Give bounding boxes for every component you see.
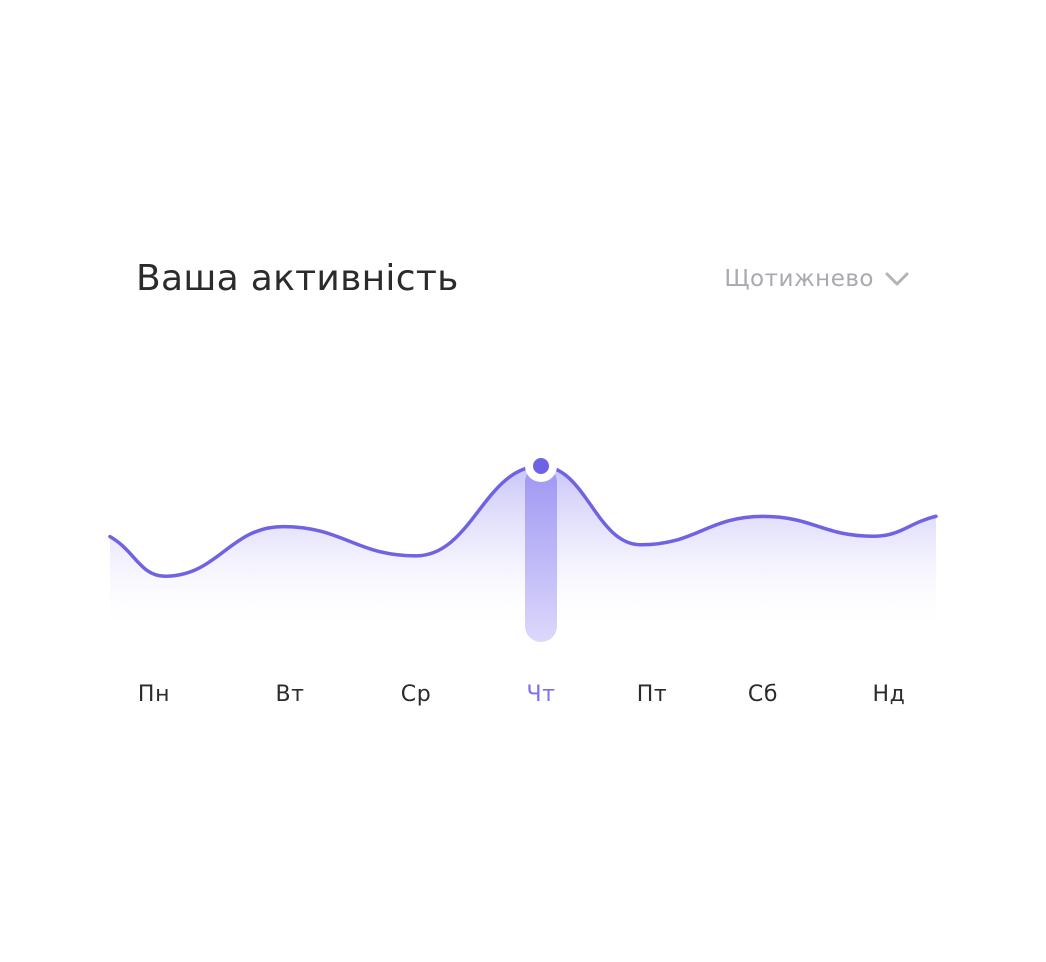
data-point-Нд[interactable] — [865, 528, 881, 544]
selected-day-highlight-bar[interactable] — [525, 466, 557, 642]
selected-data-point[interactable] — [533, 458, 549, 475]
day-label-Ср[interactable]: Ср — [401, 682, 432, 707]
day-label-Сб[interactable]: Сб — [748, 682, 778, 707]
day-label-Вт[interactable]: Вт — [275, 682, 304, 707]
data-point-Пт[interactable] — [633, 537, 649, 553]
day-label-Пн[interactable]: Пн — [138, 682, 170, 707]
data-point-Вт[interactable] — [275, 519, 291, 535]
page-title: Ваша активність — [136, 258, 459, 299]
period-dropdown[interactable]: Щотижнево — [724, 262, 910, 296]
chart-area-fill — [110, 466, 936, 632]
data-point-Сб[interactable] — [755, 508, 771, 524]
chevron-down-icon — [884, 266, 910, 292]
data-point-Пн[interactable] — [157, 568, 173, 584]
day-label-Нд[interactable]: Нд — [873, 682, 906, 707]
day-label-Чт[interactable]: Чт — [526, 682, 555, 707]
period-dropdown-label: Щотижнево — [724, 266, 874, 292]
day-label-Пт[interactable]: Пт — [637, 682, 668, 707]
data-point-Ср[interactable] — [408, 548, 424, 564]
